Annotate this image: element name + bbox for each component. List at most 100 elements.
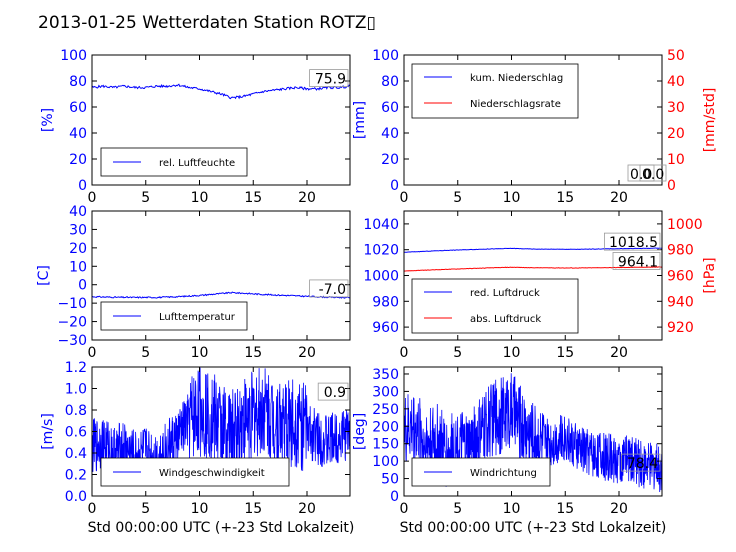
- y-tick-label: 1.2: [65, 360, 87, 376]
- figure-title: 2013-01-25 Wetterdaten Station ROTZ▯: [38, 13, 376, 33]
- y2-tick-label: 20: [667, 126, 685, 142]
- y-tick-label: 40: [69, 204, 87, 220]
- y-tick-label: 0.2: [65, 468, 87, 484]
- y-tick-label: 1000: [363, 269, 399, 285]
- y2-tick-label: 10: [667, 152, 685, 168]
- y-tick-label: 200: [372, 419, 399, 435]
- x-tick-label: 5: [453, 190, 462, 206]
- y-tick-label: 80: [381, 74, 399, 90]
- y-axis-label: [C]: [36, 265, 52, 286]
- x-tick-label: 5: [141, 345, 150, 361]
- y-tick-label: 80: [69, 74, 87, 90]
- y-tick-label: 40: [381, 126, 399, 142]
- value-annotation-box: [639, 164, 667, 182]
- x-tick-label: 5: [453, 501, 462, 517]
- value-annotation: 78.4: [627, 456, 658, 472]
- legend-entry-0: Lufttemperatur: [159, 312, 236, 323]
- x-tick-label: 15: [556, 190, 574, 206]
- series-line-pressure-1: [403, 266, 663, 272]
- x-tick-label: 0: [88, 345, 97, 361]
- legend-winddir: Windrichtung: [411, 457, 551, 487]
- x-tick-label: 15: [556, 501, 574, 517]
- value-annotation: 0.0: [642, 167, 664, 183]
- x-tick-label: 5: [141, 501, 150, 517]
- y-tick-label: 1.0: [65, 382, 87, 398]
- x-tick-label: 10: [503, 345, 521, 361]
- y2-tick-label: 980: [667, 243, 694, 259]
- value-annotation-box: [621, 453, 661, 472]
- plot-frame-precip: [403, 54, 663, 186]
- x-tick-label: 20: [298, 501, 316, 517]
- y-axis-label: [deg]: [352, 413, 368, 450]
- x-tick-label: 20: [610, 345, 628, 361]
- series-line-windspeed-0: [91, 367, 351, 482]
- x-tick-label: 0: [400, 345, 409, 361]
- value-annotation: -7.0: [319, 282, 346, 298]
- x-tick-label: 20: [610, 501, 628, 517]
- x-tick-label: 5: [141, 190, 150, 206]
- y-tick-label: 0: [78, 178, 87, 194]
- y-tick-label: 100: [60, 48, 87, 64]
- value-annotation: 0.0: [630, 167, 652, 183]
- value-annotation: 964.1: [618, 254, 658, 270]
- legend-entry-1: Niederschlagsrate: [470, 99, 561, 110]
- y-tick-label: 0: [390, 178, 399, 194]
- y-tick-label: 0.6: [65, 425, 87, 441]
- y-tick-label: 0: [78, 278, 87, 294]
- panel-pressure: 0 5 10 15 20 960 980 1000 1020 1040 920 940 960 980 10…: [363, 210, 718, 361]
- legend-entry-0: Windrichtung: [470, 468, 537, 479]
- y-tick-label: 60: [381, 100, 399, 116]
- value-annotation-box: [309, 279, 349, 298]
- x-tick-label: 20: [298, 190, 316, 206]
- y-tick-label: 1040: [363, 217, 399, 233]
- panel-humidity: 0 5 10 15 20 0 20 40 60 80 100 [%] rel. Luftfeuchte 7…: [40, 48, 351, 206]
- value-annotation-box: [612, 252, 661, 270]
- legend-precip: kum. Niederschlag Niederschlagsrate: [411, 63, 579, 119]
- y-tick-label: 0.4: [65, 446, 87, 462]
- legend-entry-0: kum. Niederschlag: [470, 73, 563, 84]
- x-tick-label: 20: [298, 345, 316, 361]
- legend-windspeed: Windgeschwindigkeit: [100, 457, 290, 487]
- x-tick-label: 0: [88, 190, 97, 206]
- x-tick-label: 15: [556, 345, 574, 361]
- y-tick-label: 0: [390, 489, 399, 505]
- y2-tick-label: 50: [667, 48, 685, 64]
- y-tick-label: 20: [69, 152, 87, 168]
- y2-tick-label: 920: [667, 320, 694, 336]
- panel-windspeed: 0 5 10 15 20 0.0 0.2 0.4 0.6 0.8 1.0 1.2 [m/s] Std 00…: [40, 360, 354, 536]
- legend-temperature: Lufttemperatur: [100, 301, 248, 331]
- y-tick-label: 50: [381, 472, 399, 488]
- legend-box: [411, 278, 579, 334]
- y2-axis-label: [hPa]: [702, 257, 718, 293]
- y2-tick-label: 40: [667, 74, 685, 90]
- y2-tick-label: 940: [667, 294, 694, 310]
- series-line-pressure-0: [403, 247, 663, 253]
- y-tick-label: 300: [372, 384, 399, 400]
- x-tick-label: 10: [191, 190, 209, 206]
- panel-precip: 0 5 10 15 20 0 20 40 60 80 100 0 10 20 30 40 50 [mm] [mm/s…: [352, 48, 718, 206]
- panel-temperature: 0 5 10 15 20 −30 −20 −10 0 10 20 30 40 [C] Lufttempera…: [36, 204, 351, 361]
- value-annotation: 0.9: [324, 385, 346, 401]
- x-tick-label: 10: [191, 501, 209, 517]
- y2-axis-label: [mm/std]: [702, 88, 718, 153]
- y-axis-label: [m/s]: [40, 413, 56, 450]
- y-tick-label: 100: [372, 454, 399, 470]
- y-tick-label: 0.0: [65, 489, 87, 505]
- legend-entry-0: rel. Luftfeuchte: [159, 158, 235, 169]
- x-tick-label: 10: [191, 345, 209, 361]
- value-annotation: 75.9: [315, 72, 346, 88]
- y-tick-label: 150: [372, 437, 399, 453]
- x-tick-label: 0: [400, 501, 409, 517]
- legend-box: [411, 63, 579, 119]
- legend-pressure: red. Luftdruck abs. Luftdruck: [411, 278, 579, 334]
- y-tick-label: 1020: [363, 243, 399, 259]
- y-tick-label: 20: [381, 152, 399, 168]
- plot-frame-humidity: [91, 54, 351, 186]
- y-tick-label: 30: [69, 222, 87, 238]
- y-tick-label: −20: [57, 315, 87, 331]
- value-annotation-box: [604, 232, 661, 251]
- value-annotation-box: [309, 69, 349, 87]
